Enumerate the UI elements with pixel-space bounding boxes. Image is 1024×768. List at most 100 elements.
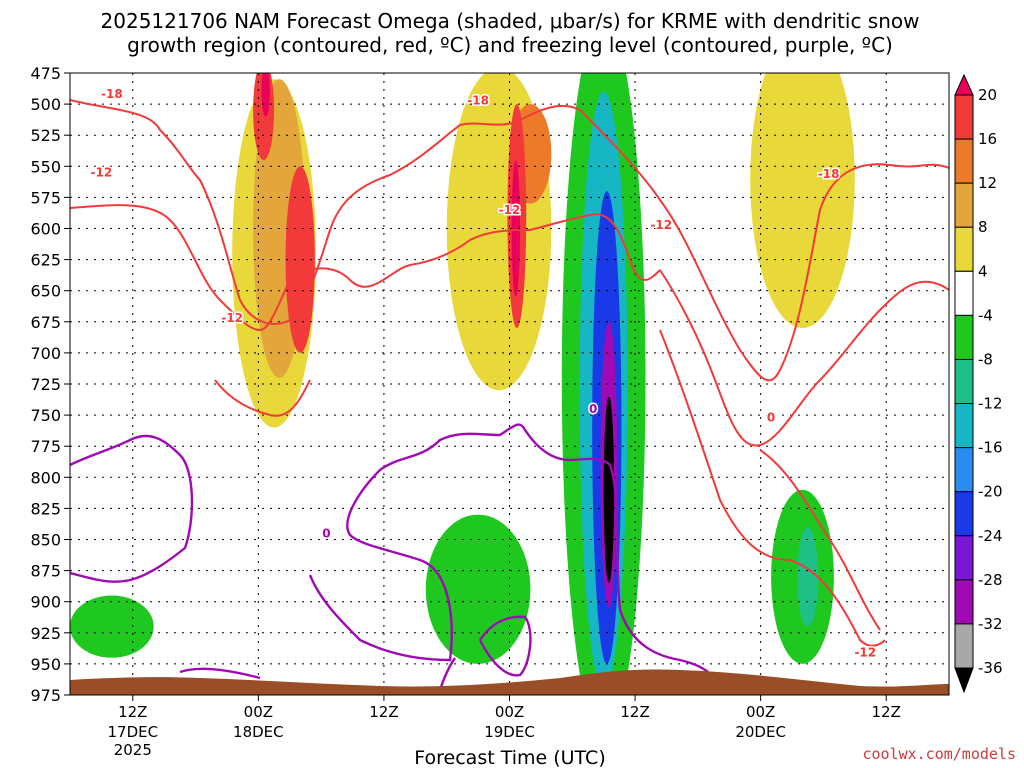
colorbar-label--20: -20 — [978, 483, 1003, 501]
x-tick-date-0: 17DEC — [107, 723, 158, 741]
contour-minus12-right — [659, 269, 949, 447]
y-tick-label-875: 875 — [30, 562, 61, 581]
contour-minus12-lower — [214, 379, 311, 417]
x-axis-title: Forecast Time (UTC) — [414, 747, 605, 768]
colorbar: 20 16 12 8 4 -4 -8 -12 -16 -20 -24 -28 -32 -36 — [954, 73, 1003, 694]
omega-region-2 — [285, 166, 315, 353]
colorbar-label--24: -24 — [978, 527, 1003, 545]
omega-region-15 — [797, 527, 819, 627]
colorbar-label-12: 12 — [978, 174, 997, 192]
contour-label-6: -18 — [818, 167, 840, 181]
colorbar-label-16: 16 — [978, 130, 997, 148]
contour-zero-loop — [659, 329, 886, 647]
y-tick-label-925: 925 — [30, 624, 61, 643]
x-tick-year-0: 2025 — [114, 741, 152, 759]
omega-region-13 — [603, 396, 615, 584]
freezing-level-left — [70, 434, 194, 583]
colorbar-swatch-6 — [954, 314, 974, 360]
omega-region-18 — [425, 514, 531, 664]
y-tick-label-575: 575 — [30, 188, 61, 207]
y-tick-label-675: 675 — [30, 313, 61, 332]
colorbar-label--12: -12 — [978, 395, 1003, 413]
freezing-level-bottom — [478, 615, 532, 677]
colorbar-swatch-11 — [954, 535, 974, 581]
terrain — [70, 669, 949, 695]
y-tick-label-750: 750 — [30, 406, 61, 425]
y-tick-label-500: 500 — [30, 95, 61, 114]
colorbar-label--28: -28 — [978, 571, 1003, 589]
contour-label-7: 0 — [767, 411, 775, 425]
x-tick-label-1: 00Z — [244, 703, 273, 721]
contour-minus12-left — [70, 204, 661, 332]
y-tick-label-525: 525 — [30, 126, 61, 145]
x-tick-label-0: 12Z — [118, 703, 147, 721]
colorbar-swatch-13 — [954, 623, 974, 669]
x-tick-label-2: 12Z — [369, 703, 398, 721]
y-tick-label-600: 600 — [30, 220, 61, 239]
contour-labels: -18 -12 -12 -18 -12 -12 -18 0 -12 0 0 — [89, 86, 878, 662]
contour-minus12-tail — [759, 449, 881, 631]
y-tick-label-625: 625 — [30, 251, 61, 270]
omega-region-8 — [511, 160, 520, 297]
x-tick-label-3: 00Z — [495, 703, 524, 721]
y-tick-label-550: 550 — [30, 157, 61, 176]
contour-label-4: -12 — [499, 203, 521, 217]
omega-region-4 — [261, 73, 270, 117]
colorbar-label-20: 20 — [978, 86, 997, 104]
colorbar-label-4: 4 — [978, 262, 988, 280]
omega-region-16 — [750, 73, 855, 328]
contour-label-9: 0 — [322, 526, 330, 540]
colorbar-label--16: -16 — [978, 439, 1003, 457]
y-tick-label-900: 900 — [30, 593, 61, 612]
y-tick-label-700: 700 — [30, 344, 61, 363]
contour-label-10: 0 — [589, 402, 597, 416]
colorbar-swatch-9 — [954, 447, 974, 493]
colorbar-swatch-12 — [954, 579, 974, 625]
colorbar-label--36: -36 — [978, 659, 1003, 677]
freezing-level-main — [308, 423, 709, 673]
colorbar-swatch-3 — [954, 182, 974, 228]
contour-label-8: -12 — [854, 646, 876, 660]
y-tick-label-650: 650 — [30, 282, 61, 301]
colorbar-swatch-7 — [954, 358, 974, 405]
contour-label-5: -12 — [650, 218, 672, 232]
colorbar-swatch-1 — [954, 94, 974, 140]
contour-label-0: -18 — [101, 87, 123, 101]
y-tick-label-825: 825 — [30, 499, 61, 518]
contour-minus18-left — [70, 99, 949, 382]
omega-region-17 — [70, 595, 154, 658]
colorbar-swatch-8 — [954, 403, 974, 449]
colorbar-swatch-4 — [954, 226, 974, 272]
y-axis: 475 500 525 550 575 600 625 650 675 700 725 750 775 8… — [30, 64, 70, 705]
chart-title-line1: 2025121706 NAM Forecast Omega (shaded, μ… — [101, 9, 920, 33]
colorbar-label--4: -4 — [978, 306, 993, 324]
contour-label-3: -18 — [467, 93, 489, 107]
x-tick-date-1: 18DEC — [233, 723, 284, 741]
omega-shading — [70, 73, 855, 695]
colorbar-arrow-top — [954, 73, 974, 96]
y-tick-label-975: 975 — [30, 686, 61, 705]
y-tick-label-850: 850 — [30, 531, 61, 550]
colorbar-swatch-2 — [954, 138, 974, 184]
colorbar-label-8: 8 — [978, 218, 988, 236]
colorbar-label--8: -8 — [978, 350, 993, 368]
x-tick-date-5: 20DEC — [735, 723, 786, 741]
contour-label-1: -12 — [91, 166, 113, 180]
colorbar-swatch-5 — [954, 270, 974, 316]
y-tick-label-475: 475 — [30, 64, 61, 83]
credit-text: coolwx.com/models — [862, 745, 1016, 763]
x-tick-date-3: 19DEC — [484, 723, 535, 741]
colorbar-swatch-10 — [954, 491, 974, 537]
colorbar-label--32: -32 — [978, 615, 1003, 633]
chart-title-line2: growth region (contoured, red, ºC) and f… — [127, 33, 893, 57]
x-tick-label-5: 00Z — [746, 703, 775, 721]
x-tick-label-4: 12Z — [620, 703, 649, 721]
x-tick-label-6: 12Z — [872, 703, 901, 721]
y-tick-label-775: 775 — [30, 437, 61, 456]
plot-area: -18 -12 -12 -18 -12 -12 -18 0 -12 0 0 — [70, 73, 949, 695]
colorbar-arrow-bottom — [954, 667, 974, 694]
y-tick-label-800: 800 — [30, 468, 61, 487]
y-tick-label-950: 950 — [30, 655, 61, 674]
